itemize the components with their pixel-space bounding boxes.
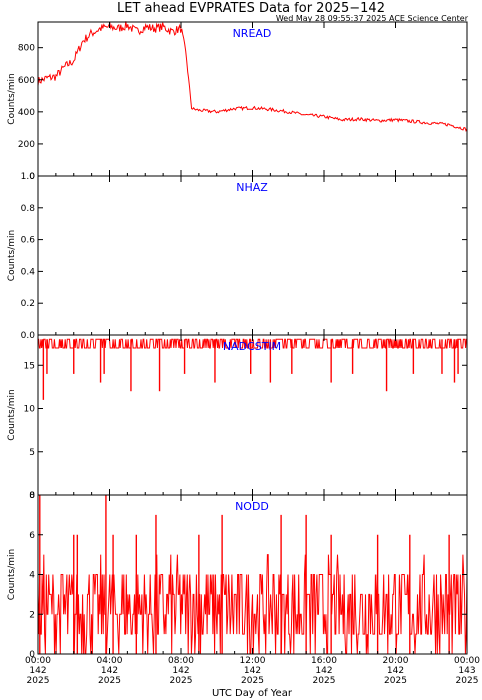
series-label: NREAD	[233, 27, 272, 40]
x-tick-label-day: 143	[458, 666, 475, 676]
plot-frame	[37, 334, 468, 496]
y-axis-label: Counts/min	[7, 73, 17, 124]
panel-nadcstim: 0 5 10 15 Counts/min NADCSTIM	[7, 334, 468, 501]
x-tick-label-day: 142	[101, 666, 118, 676]
y-tick-label: 10	[24, 405, 36, 415]
x-tick-label-day: 142	[387, 666, 404, 676]
y-tick-label: 0	[29, 172, 35, 182]
y-tick-label: 0.8	[21, 204, 36, 214]
panel-nhaz: 0.0 0.2 0.4 0.6 0.8 1.0 Counts/min NHAZ	[7, 172, 468, 341]
y-tick-label: 200	[18, 140, 35, 150]
x-tick-label-year: 2025	[313, 676, 336, 686]
y-tick-label: 600	[18, 76, 35, 86]
x-tick-label-time: 00:00	[454, 656, 480, 666]
plot-frame	[37, 21, 468, 177]
x-tick-label-year: 2025	[98, 676, 121, 686]
x-tick-label-day: 142	[244, 666, 261, 676]
y-tick-label: 800	[18, 44, 35, 54]
series-label: NHAZ	[236, 181, 268, 194]
x-tick-label-time: 00:00	[25, 656, 51, 666]
chart-title: LET ahead EVPRATES Data for 2025−142	[117, 1, 385, 16]
chart-timestamp: Wed May 28 09:55:37 2025 ACE Science Cen…	[276, 14, 469, 23]
y-tick-label: 8	[29, 491, 35, 501]
y-tick-label: 1.0	[21, 172, 36, 182]
y-tick-label: 6	[29, 531, 35, 541]
x-tick-label-day: 142	[29, 666, 46, 676]
y-tick-label: 0	[29, 491, 35, 501]
series-line-nodd	[37, 554, 468, 655]
y-axis-label: Counts/min	[7, 549, 17, 600]
panels-group: 0200400600800Counts/minNREAD0.00.20.40.6…	[7, 21, 480, 686]
x-tick-label-day: 142	[315, 666, 332, 676]
y-tick-label: 2	[29, 610, 35, 620]
x-tick-label-year: 2025	[456, 676, 479, 686]
x-tick-label-year: 2025	[170, 676, 193, 686]
y-axis-label: Counts/min	[7, 230, 17, 281]
y-tick-label: 0	[29, 650, 35, 660]
x-tick-label-time: 08:00	[168, 656, 194, 666]
y-axis-label: Counts/min	[7, 389, 17, 440]
x-tick-label-year: 2025	[27, 676, 50, 686]
x-tick-label-time: 16:00	[311, 656, 337, 666]
y-tick-label: 15	[24, 361, 35, 371]
x-tick-label-year: 2025	[241, 676, 264, 686]
panel-nodd: 0 2 4 6 8 Counts/min NODD	[7, 491, 468, 660]
panel-nread: 0 200 400 600 800 Counts/min NREAD	[7, 21, 468, 182]
series-label: NADCSTIM	[223, 340, 281, 353]
x-tick-label-time: 20:00	[383, 656, 409, 666]
y-tick-label: 0.0	[21, 331, 36, 341]
x-tick-label-day: 142	[172, 666, 189, 676]
y-tick-label: 400	[18, 108, 35, 118]
y-tick-label: 0.2	[21, 299, 35, 309]
y-tick-label: 0.6	[21, 236, 36, 246]
x-tick-label-year: 2025	[384, 676, 407, 686]
x-tick-label-time: 12:00	[240, 656, 266, 666]
x-tick-label-time: 04:00	[97, 656, 123, 666]
x-axis-label: UTC Day of Year	[212, 688, 293, 699]
series-label: NODD	[235, 500, 269, 513]
y-tick-label: 4	[29, 571, 35, 581]
y-tick-label: 5	[29, 448, 35, 458]
plot-frame	[37, 175, 468, 336]
y-tick-label: 0.4	[21, 267, 36, 277]
